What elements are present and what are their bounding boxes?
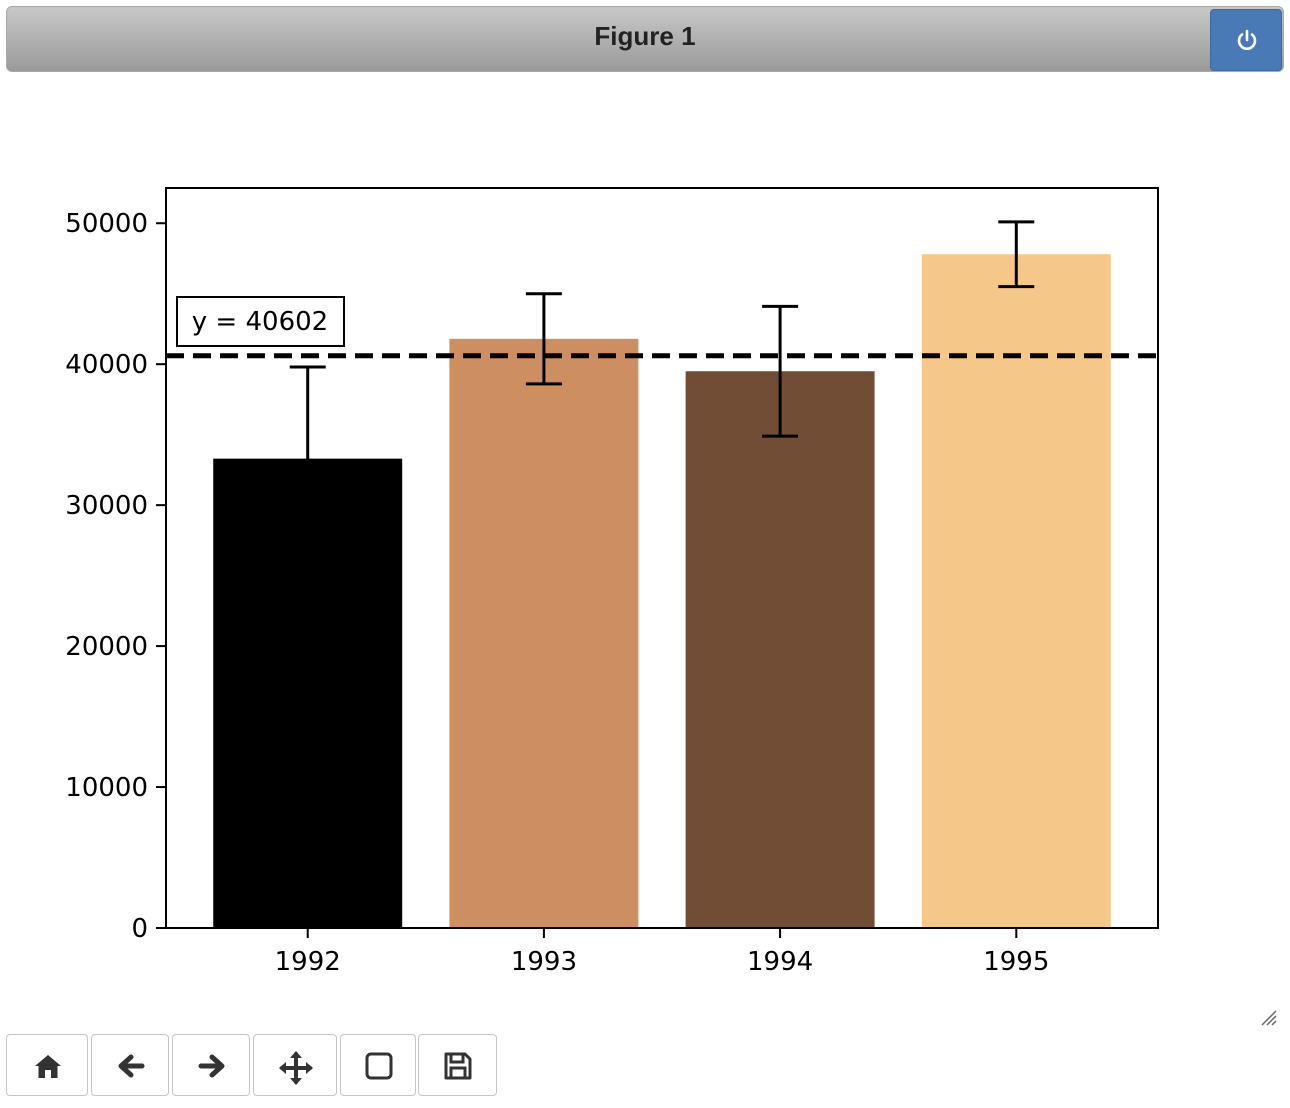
x-tick-label: 1992 (275, 947, 341, 977)
y-tick-label: 30000 (65, 491, 148, 521)
bar-1994 (685, 371, 875, 928)
x-tick-label: 1994 (747, 947, 813, 977)
bar-1993 (449, 338, 639, 928)
error-bar-1995 (998, 220, 1035, 289)
y-tick-label: 40000 (65, 350, 148, 380)
y-tick-label: 20000 (65, 632, 148, 662)
error-bar-1992 (289, 365, 326, 552)
power-button[interactable] (1210, 9, 1282, 71)
floppy-disk-icon (444, 1052, 472, 1080)
hline-label: y = 40602 (192, 307, 328, 337)
back-button[interactable] (91, 1034, 169, 1096)
error-bar-1994 (762, 304, 799, 438)
arrow-left-icon (118, 1054, 145, 1078)
y-tick-label: 0 (131, 914, 148, 944)
square-icon (365, 1052, 393, 1080)
forward-button[interactable] (172, 1034, 250, 1096)
zoom-button[interactable] (340, 1034, 416, 1096)
power-icon (1237, 29, 1257, 50)
bar-1995 (921, 254, 1111, 928)
chart-canvas: 1992 1993 1994 1995 0 10000 20000 30000 40000 500… (65, 187, 1159, 977)
x-tick-label: 1995 (983, 947, 1049, 977)
pan-button[interactable] (253, 1034, 337, 1096)
resize-grip-icon[interactable] (1258, 1007, 1278, 1027)
window-titlebar: Figure 1 (6, 6, 1284, 72)
arrow-right-icon (198, 1054, 225, 1078)
home-icon (35, 1055, 61, 1078)
y-tick-label: 50000 (65, 209, 148, 239)
window-title: Figure 1 (594, 21, 696, 51)
plot-frame (165, 187, 1159, 929)
home-button[interactable] (6, 1034, 88, 1096)
error-bar-1993 (525, 292, 562, 386)
hline-label-box (176, 296, 345, 347)
save-button[interactable] (418, 1034, 497, 1096)
move-icon (279, 1051, 313, 1085)
x-tick-label: 1993 (511, 947, 577, 977)
y-tick-label: 10000 (65, 773, 148, 803)
